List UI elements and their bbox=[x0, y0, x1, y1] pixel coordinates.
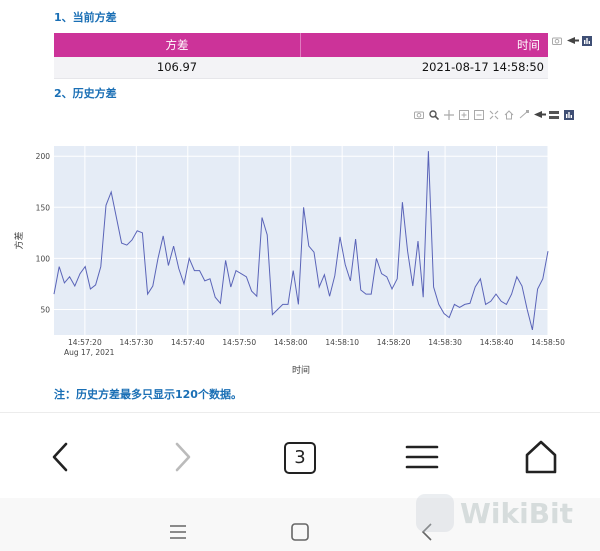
zoom-in-icon[interactable] bbox=[459, 110, 469, 120]
table-row: 106.97 2021-08-17 14:58:50 bbox=[54, 57, 548, 79]
x-tick-label: 14:58:10 bbox=[325, 338, 359, 347]
autoscale-icon[interactable] bbox=[489, 110, 499, 120]
menu-lines-icon bbox=[170, 525, 186, 539]
variance-series-line bbox=[53, 151, 549, 331]
section1-title: 1、当前方差 bbox=[54, 11, 117, 24]
header-time: 时间 bbox=[517, 38, 540, 52]
plot-area bbox=[54, 146, 548, 335]
x-tick-label: 14:58:30 bbox=[428, 338, 462, 347]
x-tick-label: 14:58:20 bbox=[377, 338, 411, 347]
y-axis-label: 方差 bbox=[13, 231, 25, 249]
back-button[interactable] bbox=[44, 439, 80, 475]
cell-time: 2021-08-17 14:58:50 bbox=[421, 60, 544, 74]
forward-button[interactable] bbox=[163, 439, 199, 475]
axis-ticks: 50 100 150 200 14:57:20 14:57:30 14:57:40 14:57… bbox=[36, 152, 565, 347]
zoom-out-icon[interactable] bbox=[474, 110, 484, 120]
reset-axes-icon[interactable] bbox=[504, 110, 514, 120]
chevron-right-icon bbox=[175, 442, 191, 472]
x-tick-label: 14:57:50 bbox=[222, 338, 256, 347]
x-tick-label: 14:57:40 bbox=[171, 338, 205, 347]
x-tick-label: 14:58:00 bbox=[274, 338, 308, 347]
pan-icon[interactable] bbox=[444, 110, 454, 120]
tab-count: 3 bbox=[284, 442, 316, 474]
history-note: 注：历史方差最多只显示120个数据。 bbox=[54, 388, 242, 401]
system-home-button[interactable] bbox=[290, 522, 310, 542]
camera-icon[interactable] bbox=[414, 110, 424, 119]
chart-modebar bbox=[414, 110, 574, 120]
menu-button[interactable] bbox=[404, 439, 440, 475]
x-tick-label: 14:57:20 bbox=[68, 338, 102, 347]
home-icon bbox=[525, 440, 557, 474]
spike-lines-icon[interactable] bbox=[519, 110, 529, 119]
recent-apps-button[interactable] bbox=[168, 522, 188, 542]
cell-variance: 106.97 bbox=[156, 60, 198, 74]
x-tick-label: 14:58:50 bbox=[531, 338, 565, 347]
x-tick-label: 14:57:30 bbox=[119, 338, 153, 347]
plotly-logo-icon[interactable] bbox=[564, 110, 574, 120]
watermark-logo-icon bbox=[416, 494, 454, 532]
table-header: 方差 时间 bbox=[54, 33, 548, 57]
table-toolbar bbox=[552, 36, 592, 46]
y-tick-label: 150 bbox=[36, 203, 51, 212]
variance-history-chart[interactable]: 50 100 150 200 14:57:20 14:57:30 14:57:40 14:57… bbox=[0, 128, 600, 378]
watermark: WikiBit bbox=[416, 488, 596, 538]
hover-closest-icon[interactable] bbox=[534, 110, 546, 119]
browser-nav-bar: 3 bbox=[0, 412, 600, 500]
system-back-button[interactable] bbox=[418, 522, 438, 542]
y-tick-label: 50 bbox=[40, 305, 50, 314]
y-tick-label: 100 bbox=[36, 254, 51, 263]
home-button[interactable] bbox=[523, 439, 559, 475]
section2-title: 2、历史方差 bbox=[54, 87, 117, 100]
y-tick-label: 200 bbox=[36, 152, 51, 161]
x-axis-label: 时间 bbox=[292, 364, 310, 376]
system-nav-bar bbox=[0, 498, 600, 551]
tabs-button[interactable]: 3 bbox=[284, 442, 320, 478]
hover-compare-icon[interactable] bbox=[549, 110, 559, 119]
zoom-icon[interactable] bbox=[429, 110, 439, 120]
grid-lines bbox=[54, 146, 549, 335]
header-variance: 方差 bbox=[54, 33, 301, 57]
square-icon bbox=[291, 523, 309, 541]
camera-icon[interactable] bbox=[552, 36, 562, 45]
plotly-logo-icon[interactable] bbox=[582, 36, 592, 46]
triangle-back-icon bbox=[421, 523, 432, 541]
current-variance-table: 方差 时间 106.97 2021-08-17 14:58:50 bbox=[54, 33, 548, 79]
x-tick-label: 14:58:40 bbox=[480, 338, 514, 347]
spike-lines-icon[interactable] bbox=[567, 36, 579, 45]
x-axis-date: Aug 17, 2021 bbox=[64, 348, 115, 357]
chevron-left-icon bbox=[52, 442, 68, 472]
watermark-text: WikiBit bbox=[460, 496, 574, 530]
hamburger-icon bbox=[405, 445, 439, 469]
